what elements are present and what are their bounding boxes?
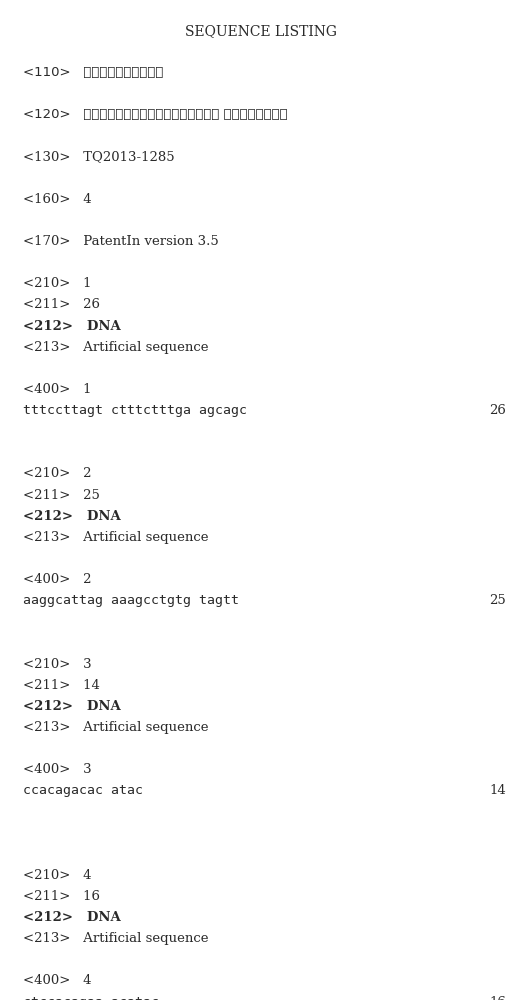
- Text: <210>   4: <210> 4: [23, 869, 92, 882]
- Text: <212>   DNA: <212> DNA: [23, 911, 121, 924]
- Text: 16: 16: [490, 996, 506, 1000]
- Text: <211>   26: <211> 26: [23, 298, 101, 311]
- Text: 26: 26: [490, 404, 506, 417]
- Text: ctccacagaa acatac: ctccacagaa acatac: [23, 996, 160, 1000]
- Text: <211>   25: <211> 25: [23, 489, 100, 502]
- Text: aaggcattag aaagcctgtg tagtt: aaggcattag aaagcctgtg tagtt: [23, 594, 240, 607]
- Text: tttccttagt ctttctttga agcagc: tttccttagt ctttctttga agcagc: [23, 404, 247, 417]
- Text: <160>   4: <160> 4: [23, 193, 92, 206]
- Text: ccacagacac atac: ccacagacac atac: [23, 784, 144, 797]
- Text: <213>   Artificial sequence: <213> Artificial sequence: [23, 531, 209, 544]
- Text: <400>   4: <400> 4: [23, 974, 92, 987]
- Text: <212>   DNA: <212> DNA: [23, 320, 121, 333]
- Text: <210>   3: <210> 3: [23, 658, 92, 671]
- Text: <120>   用于检测基因位点突变的引物、探针、 试剂盒及使用方法: <120> 用于检测基因位点突变的引物、探针、 试剂盒及使用方法: [23, 108, 288, 121]
- Text: <213>   Artificial sequence: <213> Artificial sequence: [23, 932, 209, 945]
- Text: <212>   DNA: <212> DNA: [23, 700, 121, 713]
- Text: <170>   PatentIn version 3.5: <170> PatentIn version 3.5: [23, 235, 219, 248]
- Text: <211>   16: <211> 16: [23, 890, 101, 903]
- Text: 25: 25: [490, 594, 506, 607]
- Text: <210>   2: <210> 2: [23, 467, 92, 480]
- Text: <400>   2: <400> 2: [23, 573, 92, 586]
- Text: <400>   3: <400> 3: [23, 763, 92, 776]
- Text: <211>   14: <211> 14: [23, 679, 100, 692]
- Text: <110>   北京海恩特临床检验所: <110> 北京海恩特临床检验所: [23, 66, 164, 79]
- Text: <210>   1: <210> 1: [23, 277, 92, 290]
- Text: <400>   1: <400> 1: [23, 383, 92, 396]
- Text: 14: 14: [490, 784, 506, 797]
- Text: SEQUENCE LISTING: SEQUENCE LISTING: [185, 24, 337, 38]
- Text: <130>   TQ2013-1285: <130> TQ2013-1285: [23, 151, 175, 164]
- Text: <213>   Artificial sequence: <213> Artificial sequence: [23, 721, 209, 734]
- Text: <213>   Artificial sequence: <213> Artificial sequence: [23, 341, 209, 354]
- Text: <212>   DNA: <212> DNA: [23, 510, 121, 523]
